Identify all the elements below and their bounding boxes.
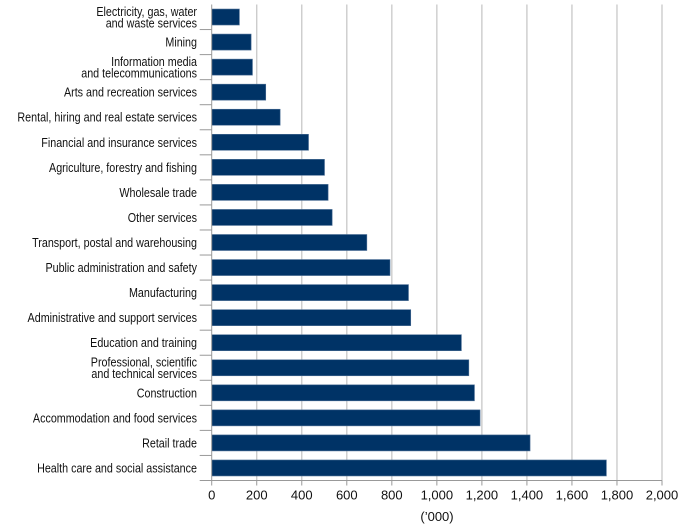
- x-tick-label: 1,200: [466, 488, 499, 503]
- bar: [211, 334, 462, 352]
- bar: [211, 8, 240, 26]
- bar: [211, 309, 412, 326]
- x-tick-label: 400: [291, 488, 313, 503]
- bar: [211, 184, 329, 201]
- x-tick-label: 600: [336, 488, 358, 503]
- category-label: Accommodation and food services: [33, 412, 197, 426]
- x-tick-label: 800: [381, 488, 403, 503]
- bar: [211, 284, 409, 301]
- bar: [211, 159, 325, 176]
- category-label: and waste services: [106, 17, 197, 31]
- category-label: Financial and insurance services: [41, 136, 197, 150]
- x-tick-label: 2,000: [646, 488, 679, 503]
- bar: [211, 133, 309, 151]
- x-tick-label: 0: [208, 488, 215, 503]
- category-label: Construction: [137, 387, 197, 401]
- bar: [211, 384, 475, 402]
- bar: [211, 409, 481, 427]
- x-tick-label: 200: [246, 488, 268, 503]
- category-label: and telecommunications: [81, 67, 197, 81]
- category-label: Health care and social assistance: [37, 462, 197, 476]
- category-label: and technical services: [91, 367, 197, 381]
- category-label: Transport, postal and warehousing: [32, 236, 197, 250]
- bar: [211, 58, 253, 76]
- x-tick-label: 1,800: [601, 488, 634, 503]
- category-label: Manufacturing: [129, 286, 197, 300]
- bar: [211, 259, 391, 276]
- category-label: Information media: [111, 55, 197, 69]
- category-label: Rental, hiring and real estate services: [17, 111, 197, 125]
- bar: [211, 209, 333, 226]
- x-tick-labels: 0 200 400 600 800 1,000 1,200 1,400 1,600 1,800 2,…: [208, 488, 678, 503]
- category-label: Education and training: [90, 336, 197, 350]
- bar: [211, 434, 531, 452]
- x-tick-label: 1,600: [556, 488, 589, 503]
- x-tick-label: 1,400: [511, 488, 544, 503]
- bar: [211, 33, 252, 51]
- category-label: Retail trade: [142, 437, 197, 451]
- category-label: Electricity, gas, water: [96, 5, 197, 19]
- bars: [211, 8, 607, 477]
- category-label: Professional, scientific: [91, 356, 197, 370]
- category-label: Mining: [165, 36, 197, 50]
- axes: [199, 4, 663, 486]
- bar: [211, 459, 607, 477]
- category-label: Agriculture, forestry and fishing: [49, 161, 197, 175]
- category-label: Other services: [128, 211, 197, 225]
- bar: [211, 83, 267, 101]
- category-label: Arts and recreation services: [64, 86, 197, 100]
- x-tick-label: 1,000: [421, 488, 454, 503]
- category-label: Public administration and safety: [45, 261, 197, 275]
- category-label: Wholesale trade: [119, 186, 197, 200]
- bar: [211, 359, 470, 377]
- bar: [211, 234, 368, 251]
- x-axis-label: (’000): [420, 509, 453, 524]
- category-label: Administrative and support services: [28, 311, 198, 325]
- gridlines: [256, 4, 663, 481]
- bar: [211, 108, 281, 126]
